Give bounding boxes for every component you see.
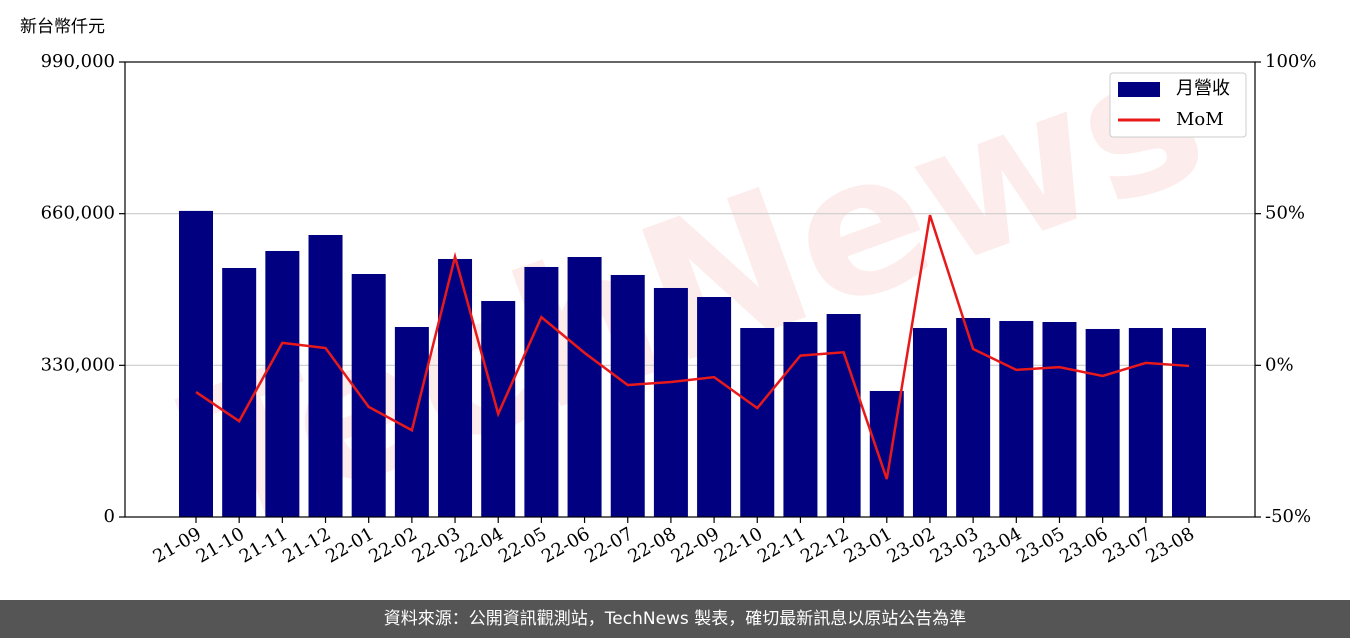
bar bbox=[999, 320, 1034, 517]
bar bbox=[697, 296, 732, 517]
plot-frame bbox=[124, 61, 1256, 518]
x-tick-label: 23-07 bbox=[1099, 523, 1154, 567]
x-tick-label: 22-09 bbox=[668, 523, 723, 567]
bar bbox=[610, 274, 645, 517]
y-tick-label: 660,000 bbox=[41, 203, 115, 224]
y-tick-label: 330,000 bbox=[41, 354, 115, 375]
bar bbox=[912, 328, 947, 517]
bar bbox=[179, 210, 213, 517]
bar bbox=[956, 317, 991, 517]
bar bbox=[265, 250, 300, 518]
x-tick-label: 23-03 bbox=[927, 523, 982, 567]
bar bbox=[308, 234, 343, 517]
x-tick-label: 23-05 bbox=[1013, 523, 1068, 567]
y2-tick-label: 100% bbox=[1265, 51, 1316, 72]
bar bbox=[1172, 328, 1206, 517]
x-tick-label: 22-02 bbox=[365, 523, 420, 567]
bar bbox=[351, 274, 386, 517]
legend-label: MoM bbox=[1176, 109, 1224, 130]
bar bbox=[1085, 328, 1120, 517]
x-tick-label: 22-06 bbox=[538, 523, 593, 567]
y2-tick-label: 50% bbox=[1265, 203, 1305, 224]
x-tick-label: 22-07 bbox=[581, 523, 636, 567]
x-tick-label: 23-01 bbox=[840, 523, 895, 567]
x-tick-label: 22-10 bbox=[711, 523, 766, 567]
x-tick-label: 23-02 bbox=[884, 523, 939, 567]
x-tick-label: 22-11 bbox=[754, 523, 809, 567]
bar bbox=[653, 287, 688, 517]
x-tick-label: 23-08 bbox=[1143, 523, 1198, 567]
x-tick-label: 22-08 bbox=[624, 523, 679, 567]
x-tick-label: 23-04 bbox=[970, 523, 1025, 567]
legend-swatch bbox=[1118, 82, 1160, 97]
bar bbox=[222, 267, 257, 517]
bar bbox=[524, 266, 559, 517]
y-tick-label: 0 bbox=[104, 506, 115, 527]
y-tick-label: 990,000 bbox=[41, 51, 115, 72]
footer: 資料來源：公開資訊觀測站，TechNews 製表，確切最新訊息以原站公告為準 bbox=[0, 600, 1350, 638]
x-tick-label: 22-05 bbox=[495, 523, 550, 567]
line bbox=[195, 214, 1190, 480]
bar bbox=[1128, 328, 1163, 517]
bar bbox=[1042, 321, 1077, 517]
x-tick-label: 22-03 bbox=[409, 523, 464, 567]
y-axis-label: 新台幣仟元 bbox=[20, 17, 105, 37]
chart: 新台幣仟元 TechNews 0330,000660,000990,000-50… bbox=[20, 3, 1316, 572]
y2-tick-label: -50% bbox=[1265, 506, 1311, 527]
bar bbox=[826, 313, 861, 517]
x-tick-label: 23-06 bbox=[1056, 523, 1111, 567]
x-tick-label: 21-09 bbox=[150, 523, 205, 567]
legend-label: 月營收 bbox=[1176, 78, 1230, 99]
bar bbox=[567, 257, 602, 517]
y2-tick-label: 0% bbox=[1265, 354, 1294, 375]
bar bbox=[394, 327, 429, 517]
bar bbox=[481, 300, 516, 517]
bar bbox=[740, 328, 775, 517]
x-tick-label: 22-12 bbox=[797, 523, 852, 567]
x-tick-label: 22-04 bbox=[452, 523, 507, 567]
bar bbox=[783, 321, 818, 517]
